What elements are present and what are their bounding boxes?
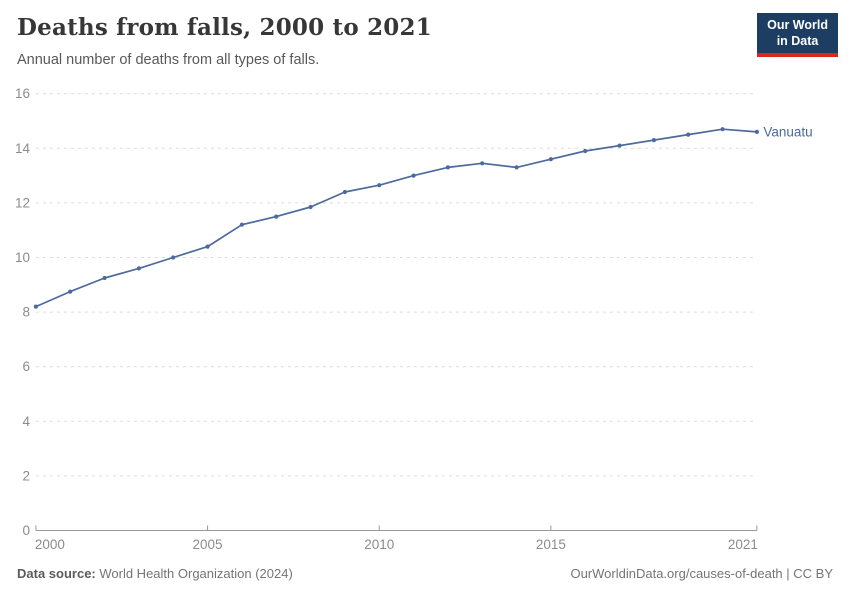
y-axis-label-2: 2 [22, 468, 30, 483]
data-point-2013[interactable] [480, 161, 485, 166]
y-axis-label-6: 6 [22, 359, 30, 374]
series-line-vanuatu[interactable] [35, 128, 758, 308]
data-point-2002[interactable] [102, 275, 107, 281]
chart-footer: Data source: World Health Organization (… [17, 566, 833, 581]
data-point-2014[interactable] [514, 165, 519, 170]
data-point-2001[interactable] [68, 289, 73, 294]
data-point-2000[interactable] [33, 304, 39, 309]
y-axis-label-8: 8 [22, 305, 30, 320]
data-point-2004[interactable] [171, 255, 176, 260]
y-axis-label-10: 10 [15, 250, 30, 265]
data-point-2003[interactable] [136, 266, 141, 271]
data-source-label: Data source: [17, 566, 96, 581]
y-axis-label-16: 16 [15, 86, 30, 101]
y-axis-label-14: 14 [15, 141, 31, 156]
data-point-2017[interactable] [617, 143, 622, 148]
x-axis-label-2010: 2010 [364, 537, 394, 552]
y-axis-label-12: 12 [15, 195, 30, 210]
data-point-2015[interactable] [548, 157, 554, 162]
data-point-2005[interactable] [205, 244, 210, 249]
y-axis-label-4: 4 [22, 414, 30, 429]
data-source-value: World Health Organization (2024) [95, 566, 293, 581]
data-point-2020[interactable] [720, 127, 725, 132]
data-point-2012[interactable] [445, 165, 450, 170]
y-axis-label-0: 0 [22, 523, 30, 538]
chart-subtitle: Annual number of deaths from all types o… [17, 52, 320, 68]
data-point-2019[interactable] [686, 132, 691, 137]
data-point-2009[interactable] [342, 189, 347, 195]
license-note[interactable]: OurWorldinData.org/causes-of-death | CC … [570, 566, 833, 581]
data-point-2006[interactable] [239, 222, 244, 227]
data-source-note: Data source: World Health Organization (… [17, 566, 293, 581]
owid-logo-line2: in Data [776, 33, 819, 48]
data-point-2007[interactable] [274, 214, 279, 219]
data-point-2010[interactable] [377, 183, 382, 188]
data-point-2021[interactable] [754, 129, 760, 134]
data-point-2008[interactable] [308, 204, 313, 210]
x-axis-label-2021: 2021 [728, 537, 758, 552]
x-axis-label-2005: 2005 [193, 537, 223, 552]
series-end-label[interactable]: Vanuatu [763, 124, 812, 139]
owid-logo[interactable]: Our World in Data [757, 13, 838, 58]
x-axis-label-2015: 2015 [536, 537, 566, 552]
owid-logo-line1: Our World [767, 18, 828, 32]
x-axis-label-2000: 2000 [35, 537, 65, 552]
data-point-2018[interactable] [651, 138, 657, 143]
data-point-2016[interactable] [583, 148, 588, 154]
page-title: Deaths from falls, 2000 to 2021 [17, 14, 432, 41]
data-point-2011[interactable] [411, 173, 416, 178]
